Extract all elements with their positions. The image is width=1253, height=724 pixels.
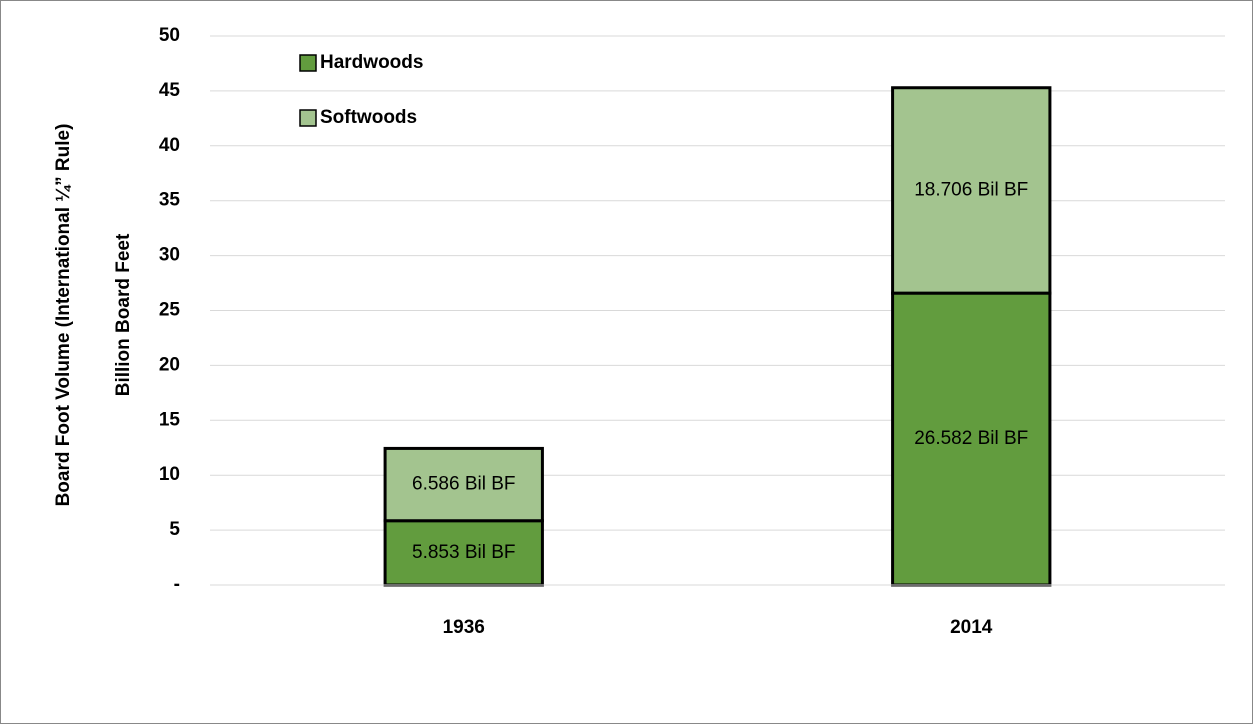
y-tick-label: 5 <box>169 519 180 540</box>
data-label: 5.853 Bil BF <box>412 542 516 563</box>
y-tick-label: 40 <box>159 135 180 156</box>
y-tick-label: 50 <box>159 25 180 46</box>
x-tick-label: 1936 <box>443 617 485 638</box>
y-tick-label: 35 <box>159 190 181 211</box>
legend-swatch <box>299 109 317 127</box>
y-tick-label: 10 <box>159 464 180 485</box>
x-tick-label: 2014 <box>950 617 993 638</box>
y-tick-label: 30 <box>159 245 180 266</box>
legend-label: Softwoods <box>320 107 417 128</box>
y-tick-label: 15 <box>159 409 181 430</box>
y-axis-title: Billion Board Feet <box>113 233 134 396</box>
y-tick-label: 20 <box>159 354 180 375</box>
y-tick-label: - <box>174 574 180 595</box>
bar-segment <box>383 519 544 587</box>
bar-segment <box>891 291 1052 587</box>
data-label: 6.586 Bil BF <box>412 474 516 495</box>
y-tick-label: 25 <box>159 300 181 321</box>
y-tick-label: 45 <box>159 80 181 101</box>
bar-segment <box>891 86 1052 295</box>
y-axis-title: Board Foot Volume (International ¼” Rule… <box>53 124 74 507</box>
bar-segment <box>383 446 544 523</box>
data-label: 26.582 Bil BF <box>914 428 1028 449</box>
legend-swatch <box>299 54 317 72</box>
data-label: 18.706 Bil BF <box>914 179 1028 200</box>
legend-label: Hardwoods <box>320 52 423 73</box>
